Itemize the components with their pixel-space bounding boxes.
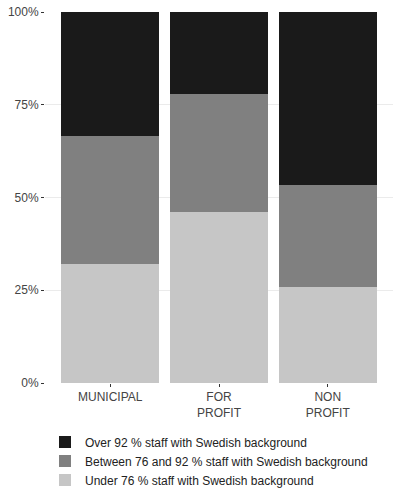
svg-text:Under 76 % staff with Swedish: Under 76 % staff with Swedish background: [85, 474, 314, 488]
svg-text:0%: 0%: [21, 376, 39, 390]
svg-text:75%: 75%: [15, 98, 39, 112]
svg-text:FORPROFIT: FORPROFIT: [197, 390, 242, 420]
svg-text:MUNICIPAL: MUNICIPAL: [78, 390, 143, 404]
svg-text:50%: 50%: [15, 191, 39, 205]
svg-text:100%: 100%: [8, 5, 39, 19]
svg-text:25%: 25%: [15, 283, 39, 297]
svg-text:Between 76 and 92 % staff with: Between 76 and 92 % staff with Swedish b…: [85, 455, 368, 469]
svg-text:NONPROFIT: NONPROFIT: [306, 390, 351, 420]
svg-text:Over 92 % staff with Swedish b: Over 92 % staff with Swedish background: [85, 436, 307, 450]
